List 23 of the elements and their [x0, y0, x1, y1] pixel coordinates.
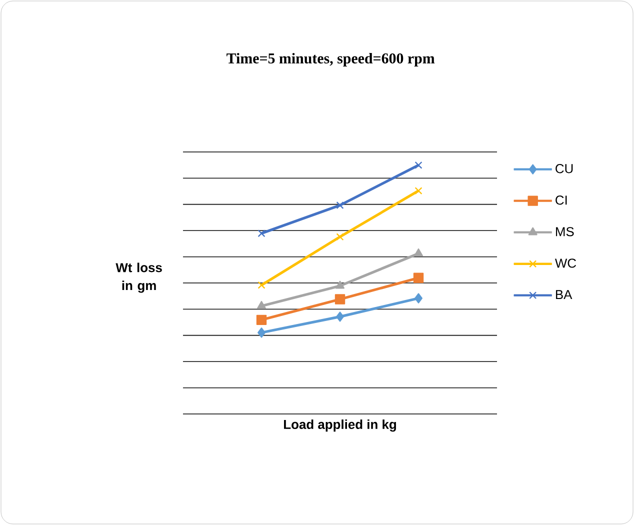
chart-title: Time=5 minutes, speed=600 rpm [226, 52, 435, 67]
point [258, 230, 266, 238]
point [257, 300, 266, 309]
legend-label: WC [554, 258, 576, 268]
point [258, 328, 266, 338]
x-axis-title: Load applied in kg [284, 420, 396, 432]
point [336, 201, 344, 210]
legend-label: CI [556, 196, 567, 205]
legend-label: BA [556, 290, 572, 300]
point [336, 233, 344, 241]
point [414, 293, 422, 304]
legend-label: CU [556, 164, 573, 174]
point [336, 312, 344, 322]
point [336, 280, 345, 289]
point [414, 187, 422, 195]
y-axis-title: Wt loss in gm [116, 262, 162, 293]
point [334, 294, 346, 304]
legend-label: MS [556, 227, 574, 236]
point [413, 272, 424, 283]
point [414, 248, 423, 256]
point [414, 161, 422, 169]
point [258, 281, 266, 289]
point [256, 314, 267, 326]
